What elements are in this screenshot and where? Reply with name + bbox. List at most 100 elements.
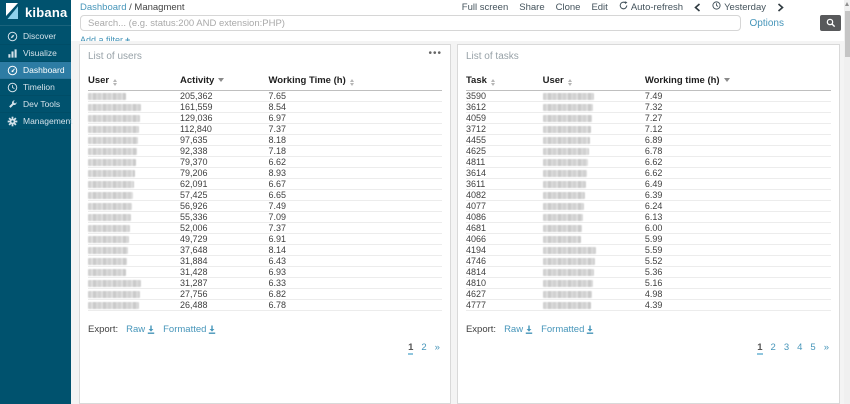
export-formatted-link[interactable]: Formatted	[163, 324, 216, 335]
main-area: Dashboard / Managment Full screen Share …	[71, 0, 844, 404]
redacted-user-name	[542, 158, 588, 166]
sidebar-item-discover[interactable]: Discover	[0, 28, 71, 45]
table-row: 3712 7.12	[465, 123, 831, 135]
table-cell	[542, 255, 645, 267]
time-forward-chevron-icon[interactable]	[777, 2, 784, 12]
scrollbar-thumb[interactable]	[844, 11, 850, 57]
table-cell: 7.37	[268, 222, 442, 234]
sidebar-item-timelion[interactable]: Timelion	[0, 79, 71, 96]
export-raw-link[interactable]: Raw	[126, 324, 155, 335]
redacted-user-name	[542, 279, 593, 287]
scroll-up-arrow-icon[interactable]	[844, 2, 850, 8]
add-filter-button[interactable]: Add a filter +	[80, 35, 130, 45]
table-cell: 4455	[465, 134, 543, 146]
pagination-page[interactable]: 2	[421, 342, 427, 353]
redacted-user-name	[542, 246, 596, 254]
pagination-page[interactable]: 1	[757, 342, 763, 355]
search-icon	[826, 16, 836, 31]
table-cell	[88, 255, 181, 267]
table-cell: 26,488	[180, 299, 269, 311]
table-cell	[542, 222, 645, 234]
redacted-user-name	[542, 147, 589, 155]
table-row: 4627 4.98	[465, 288, 831, 300]
time-picker-button[interactable]: Yesterday	[712, 1, 766, 13]
column-header[interactable]: Working Time (h)	[268, 73, 442, 91]
table-cell	[542, 156, 645, 168]
sidebar: kibana Discover Visualize Dashboard Time…	[0, 0, 73, 404]
time-range-label: Yesterday	[724, 1, 766, 13]
pagination-next[interactable]: »	[823, 342, 829, 353]
pagination-next[interactable]: »	[434, 342, 440, 353]
query-options-link[interactable]: Options	[749, 17, 784, 29]
redacted-user-name	[88, 213, 131, 221]
auto-refresh-button[interactable]: Auto-refresh	[619, 1, 683, 13]
table-row: 4455 6.89	[465, 134, 831, 146]
export-formatted-link[interactable]: Formatted	[541, 324, 594, 335]
share-button[interactable]: Share	[519, 1, 545, 13]
sidebar-item-visualize[interactable]: Visualize	[0, 45, 71, 62]
sidebar-item-management[interactable]: Management	[0, 113, 73, 130]
pagination-page[interactable]: 4	[797, 342, 803, 353]
export-raw-label: Raw	[504, 324, 524, 335]
full-screen-button[interactable]: Full screen	[461, 1, 509, 13]
table-cell	[542, 101, 645, 113]
table-row: 4681 6.00	[465, 222, 831, 234]
kibana-logo-icon	[6, 3, 20, 22]
column-header[interactable]: Activity	[180, 73, 269, 91]
table-row: 55,336 7.09	[88, 211, 442, 223]
time-back-chevron-icon[interactable]	[694, 2, 701, 12]
table-cell: 7.27	[644, 112, 831, 124]
redacted-user-name	[88, 257, 127, 265]
table-cell	[88, 90, 181, 102]
table-cell	[542, 123, 645, 135]
download-icon	[525, 325, 533, 334]
table-cell: 97,635	[180, 134, 269, 146]
edit-button[interactable]: Edit	[591, 1, 608, 13]
search-button[interactable]	[820, 15, 841, 31]
table-row: 4811 6.62	[465, 156, 831, 168]
table-row: 3611 6.49	[465, 178, 831, 190]
table-cell	[542, 134, 645, 146]
table-cell: 3612	[465, 101, 543, 113]
clock-icon	[712, 1, 721, 13]
redacted-user-name	[88, 114, 140, 122]
table-row: 27,756 6.82	[88, 288, 442, 300]
panel-title: List of tasks	[465, 51, 519, 62]
panel-options-ellipsis-icon[interactable]: •••	[428, 48, 442, 59]
sidebar-item-label: Dashboard	[23, 65, 65, 75]
clone-button[interactable]: Clone	[555, 1, 581, 13]
export-raw-link[interactable]: Raw	[504, 324, 533, 335]
column-header[interactable]: User	[88, 73, 181, 91]
pagination-page[interactable]: 5	[810, 342, 816, 353]
table-cell: 6.00	[644, 222, 831, 234]
table-row: 4077 6.24	[465, 200, 831, 212]
table-cell: 6.82	[268, 288, 442, 300]
sidebar-item-dev-tools[interactable]: Dev Tools	[0, 96, 71, 113]
pagination-page[interactable]: 2	[770, 342, 776, 353]
table-cell: 3590	[465, 90, 543, 102]
column-header[interactable]: Working time (h)	[644, 73, 831, 91]
search-input[interactable]	[80, 15, 741, 31]
export-formatted-label: Formatted	[541, 324, 585, 335]
table-cell	[88, 211, 181, 223]
table-cell: 7.49	[644, 90, 831, 102]
sort-both-icon	[567, 79, 572, 86]
column-header[interactable]: User	[542, 73, 645, 91]
redacted-user-name	[542, 224, 582, 232]
table-cell: 4681	[465, 222, 543, 234]
kibana-logo[interactable]: kibana	[0, 0, 71, 26]
sidebar-item-dashboard[interactable]: Dashboard	[0, 62, 71, 79]
table-cell: 4086	[465, 211, 543, 223]
breadcrumb-dashboard-link[interactable]: Dashboard	[80, 1, 127, 13]
sort-both-icon	[349, 79, 354, 86]
sort-both-icon	[490, 79, 495, 86]
table-cell: 4082	[465, 189, 543, 201]
sidebar-item-label: Dev Tools	[23, 99, 61, 109]
table-cell: 49,729	[180, 233, 269, 245]
table-cell: 4059	[465, 112, 543, 124]
pagination-page[interactable]: 1	[408, 342, 414, 355]
column-header[interactable]: Task	[465, 73, 543, 91]
pagination-page[interactable]: 3	[783, 342, 790, 353]
vertical-scrollbar[interactable]	[844, 0, 850, 404]
table-cell	[542, 167, 645, 179]
